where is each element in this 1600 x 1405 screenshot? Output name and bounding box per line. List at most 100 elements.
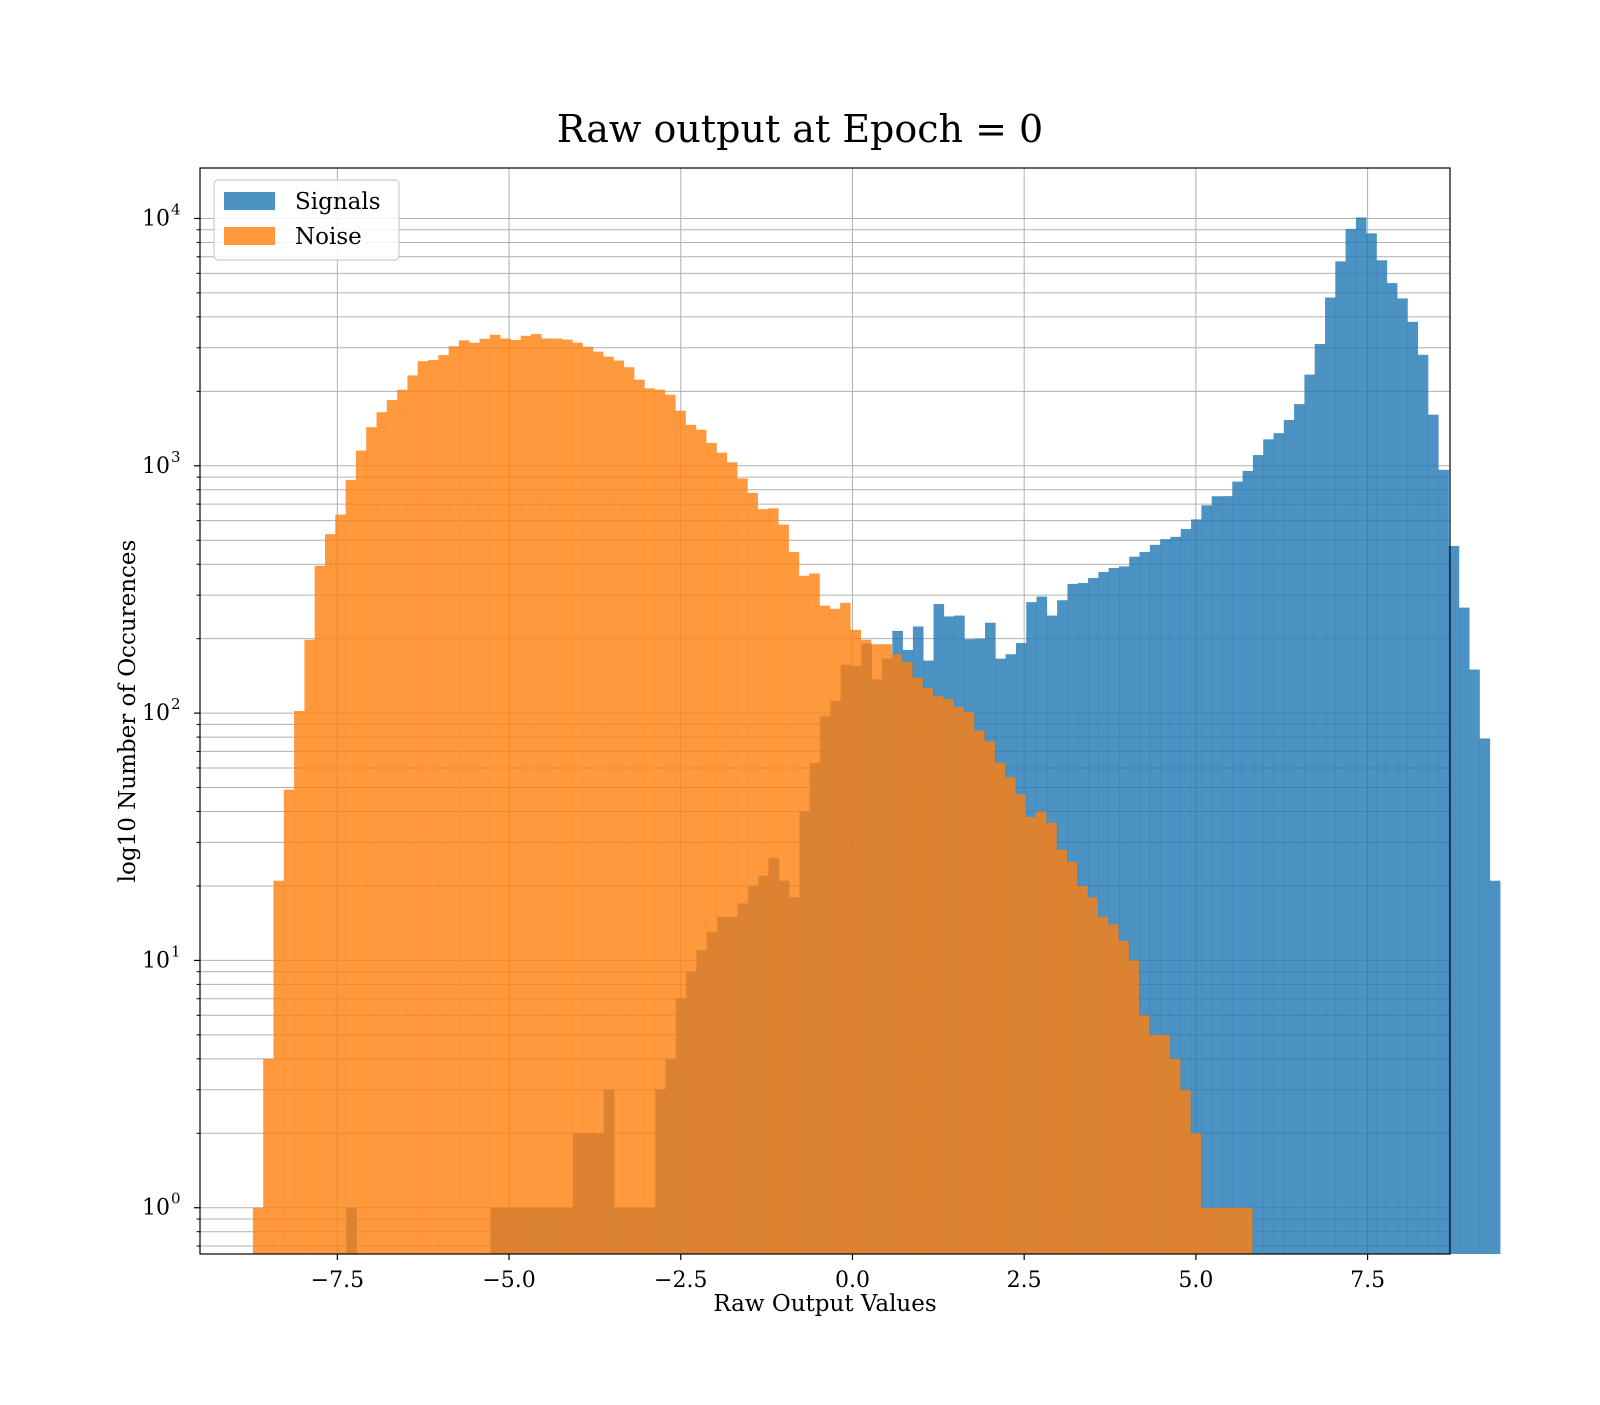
bar-noise: [252, 1207, 264, 1254]
bar-noise: [943, 699, 954, 1254]
y-axis-label: log10 Number of Occurences: [115, 540, 141, 883]
bar-signals: [1469, 669, 1480, 1254]
bar-noise: [1004, 777, 1016, 1254]
y-tick-exponent: 4: [171, 200, 181, 218]
bar-signals: [1376, 260, 1388, 1254]
bar-signals: [1139, 552, 1151, 1254]
bar-signals: [1438, 469, 1449, 1255]
bars: [252, 217, 1501, 1255]
y-tick-exponent: 2: [171, 695, 181, 713]
bar-signals: [1211, 496, 1223, 1254]
bar-noise: [726, 462, 738, 1254]
y-tick-exponent: 3: [171, 448, 181, 466]
bar-noise: [1221, 1207, 1232, 1254]
bar-signals: [1355, 217, 1367, 1255]
bar-noise: [1097, 916, 1109, 1254]
bar-noise: [706, 442, 717, 1254]
legend-swatch-noise: [224, 227, 275, 245]
legend-swatch-signals: [224, 192, 275, 210]
bar-noise: [469, 342, 480, 1255]
bar-signals: [1366, 233, 1377, 1254]
bar-noise: [314, 565, 326, 1254]
bar-noise: [675, 410, 686, 1255]
bar-signals: [1345, 228, 1357, 1254]
bar-noise: [366, 427, 377, 1255]
x-axis-label: Raw Output Values: [713, 1291, 936, 1317]
bar-noise: [1210, 1207, 1222, 1254]
bar-noise: [829, 608, 841, 1254]
bar-signals: [1304, 374, 1315, 1254]
bar-noise: [1190, 1133, 1201, 1254]
bar-noise: [778, 524, 789, 1254]
bar-signals: [1489, 880, 1501, 1254]
bar-signals: [1129, 556, 1140, 1254]
bar-noise: [654, 389, 666, 1254]
plot-frame: [199, 167, 1451, 1255]
bar-signals: [1191, 519, 1202, 1254]
bar-noise: [840, 602, 851, 1254]
bar-noise: [1107, 924, 1119, 1254]
bar-noise: [386, 400, 398, 1254]
bar-noise: [716, 452, 728, 1254]
y-tick-label: 10: [142, 1196, 170, 1221]
x-tick-label: 5.0: [1178, 1268, 1213, 1293]
bar-noise: [953, 706, 965, 1254]
bar-noise: [294, 710, 305, 1254]
bar-noise: [417, 361, 429, 1254]
legend-label-noise: Noise: [295, 224, 362, 250]
bar-noise: [819, 605, 831, 1254]
bar-noise: [335, 514, 346, 1254]
bar-noise: [901, 661, 913, 1254]
bar-noise: [592, 351, 604, 1254]
bar-signals: [1458, 607, 1470, 1254]
bar-noise: [685, 424, 697, 1255]
bar-noise: [448, 346, 460, 1254]
bar-signals: [1232, 481, 1243, 1254]
bar-signals: [1242, 470, 1254, 1255]
bar-noise: [871, 644, 882, 1254]
bar-noise: [1138, 1015, 1150, 1254]
bar-signals: [1283, 419, 1295, 1254]
bar-noise: [1025, 817, 1037, 1254]
bar-noise: [304, 639, 315, 1254]
bar-noise: [376, 412, 388, 1254]
bar-noise: [1159, 1034, 1171, 1254]
bar-noise: [438, 355, 449, 1255]
bar-noise: [428, 360, 439, 1254]
bar-noise: [345, 479, 357, 1254]
bar-noise: [881, 644, 892, 1254]
bar-noise: [963, 712, 975, 1254]
bar-signals: [1386, 283, 1398, 1255]
bar-signals: [1335, 261, 1346, 1254]
bar-noise: [1087, 897, 1098, 1254]
bar-signals: [1325, 297, 1336, 1254]
y-tick-label: 10: [142, 701, 170, 726]
bar-noise: [1169, 1058, 1181, 1254]
bar-signals: [1428, 414, 1439, 1255]
bar-noise: [932, 696, 944, 1254]
bar-signals: [1273, 433, 1285, 1254]
bar-signals: [1407, 321, 1419, 1255]
bar-noise: [561, 339, 573, 1254]
bar-signals: [1108, 568, 1120, 1254]
bar-signals: [1149, 544, 1161, 1254]
x-tick-label: −2.5: [654, 1268, 707, 1293]
bar-noise: [623, 367, 635, 1255]
bar-noise: [520, 335, 532, 1254]
y-tick-exponent: 0: [171, 1190, 181, 1208]
bar-signals: [1201, 505, 1212, 1255]
bar-noise: [1118, 940, 1129, 1254]
bar-noise: [510, 339, 522, 1255]
bar-noise: [1056, 849, 1068, 1254]
bar-noise: [531, 334, 542, 1254]
bar-signals: [1294, 404, 1305, 1255]
bar-noise: [757, 509, 769, 1254]
bar-noise: [541, 338, 552, 1254]
bar-noise: [798, 575, 810, 1254]
bar-noise: [809, 573, 820, 1254]
legend-label-signals: Signals: [295, 189, 381, 215]
x-axis-ticks: −7.5 −5.0 −2.5 0.0 2.5 5.0 7.5: [311, 1254, 1385, 1293]
bar-noise: [1231, 1207, 1243, 1254]
bar-noise: [572, 342, 583, 1254]
